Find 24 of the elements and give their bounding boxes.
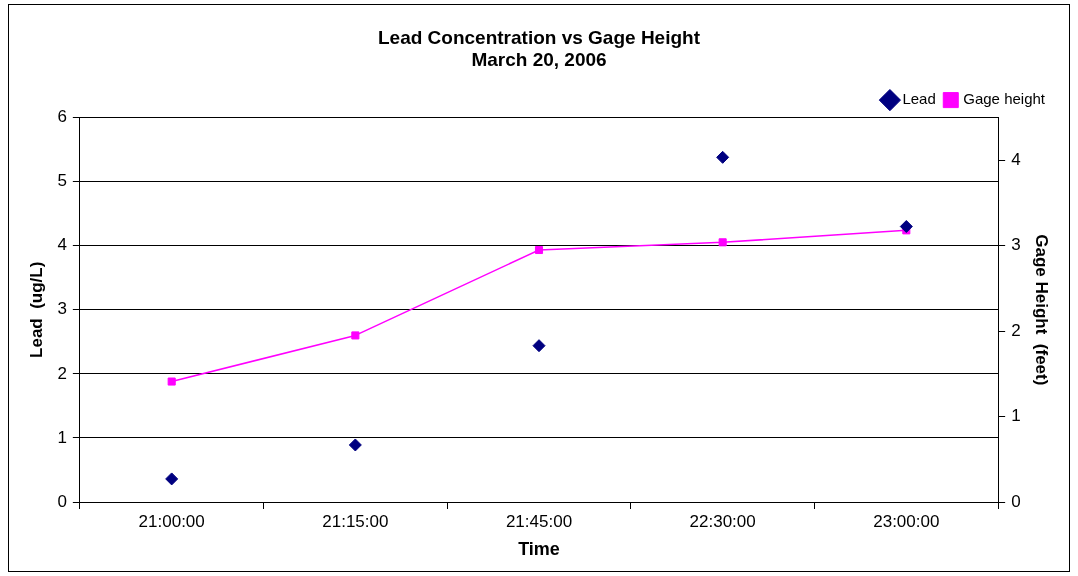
- y2-tick-label: 2: [1011, 320, 1021, 340]
- x-tick-label: 22:30:00: [689, 511, 756, 531]
- y2-tick-label: 0: [1011, 491, 1021, 511]
- y-tick-label: 5: [57, 171, 67, 191]
- y-tick-label: 3: [57, 299, 67, 319]
- chart-title: Lead Concentration vs Gage Height: [378, 26, 701, 48]
- x-tick-label: 21:15:00: [322, 511, 389, 531]
- y2-tick-label: 1: [1011, 406, 1021, 426]
- y-tick-label: 1: [57, 427, 67, 447]
- y-axis-title: Lead (ug/L): [26, 261, 46, 358]
- y2-axis-title: Gage Height (feet): [1032, 234, 1052, 386]
- y2-tick-label: 4: [1011, 150, 1021, 169]
- x-tick-label: 21:45:00: [505, 511, 573, 531]
- x-tick-label: 21:00:00: [138, 511, 205, 531]
- x-axis-title: Time: [518, 539, 560, 560]
- y-tick-label: 4: [57, 235, 67, 255]
- legend-label: Gage height: [963, 90, 1046, 108]
- y-tick-label: 0: [57, 491, 67, 511]
- y-tick-label: 6: [57, 107, 67, 127]
- y-tick-label: 2: [57, 363, 67, 383]
- legend-label: Lead: [902, 90, 936, 108]
- y2-tick-label: 3: [1011, 235, 1021, 255]
- x-tick-label: 23:00:00: [873, 511, 940, 531]
- chart-subtitle: March 20, 2006: [471, 49, 607, 71]
